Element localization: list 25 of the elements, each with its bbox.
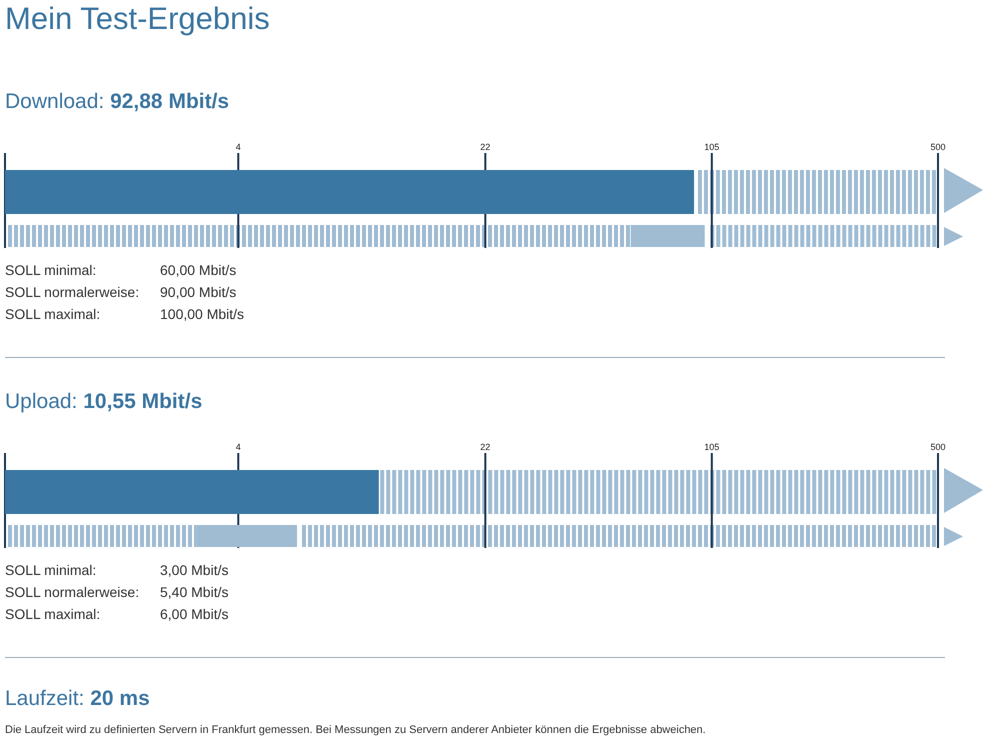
text: SOLL maximal: [5,605,100,624]
text: Die Laufzeit wird zu definierten Servern in Frankfurt gemessen. Bei Messungen zu Servern anderer Anbieter können die Ergebnisse abweichen. [5,724,706,736]
chart-title: Upload: 10,55 Mbit/s [5,390,202,413]
x-tick-label: 4 [236,142,241,152]
text: SOLL normalerweise: [5,583,140,602]
text: 6,00 Mbit/s [160,605,228,624]
x-tick-label: 500 [930,442,946,452]
x-tick-label: 105 [704,142,720,152]
text: SOLL minimal: [5,261,96,280]
x-tick-label: 22 [480,442,490,452]
text: SOLL maximal: [5,305,100,324]
x-tick-label: 4 [236,442,241,452]
text: 100,00 Mbit/s [160,305,244,324]
text: SOLL minimal: [5,561,96,580]
text: 3,00 Mbit/s [160,561,228,580]
text: Laufzeit: 20 ms [5,687,150,710]
x-tick-label: 22 [480,142,490,152]
text: 90,00 Mbit/s [160,283,236,302]
chart-title: Mein Test-Ergebnis [5,0,270,38]
chart-subtitle: Download: 92,88 Mbit/s [5,90,230,113]
text: 5,40 Mbit/s [160,583,228,602]
x-tick-label: 500 [930,142,946,152]
text: 60,00 Mbit/s [160,261,236,280]
x-tick-label: 105 [704,442,720,452]
text: SOLL normalerweise: [5,283,140,302]
